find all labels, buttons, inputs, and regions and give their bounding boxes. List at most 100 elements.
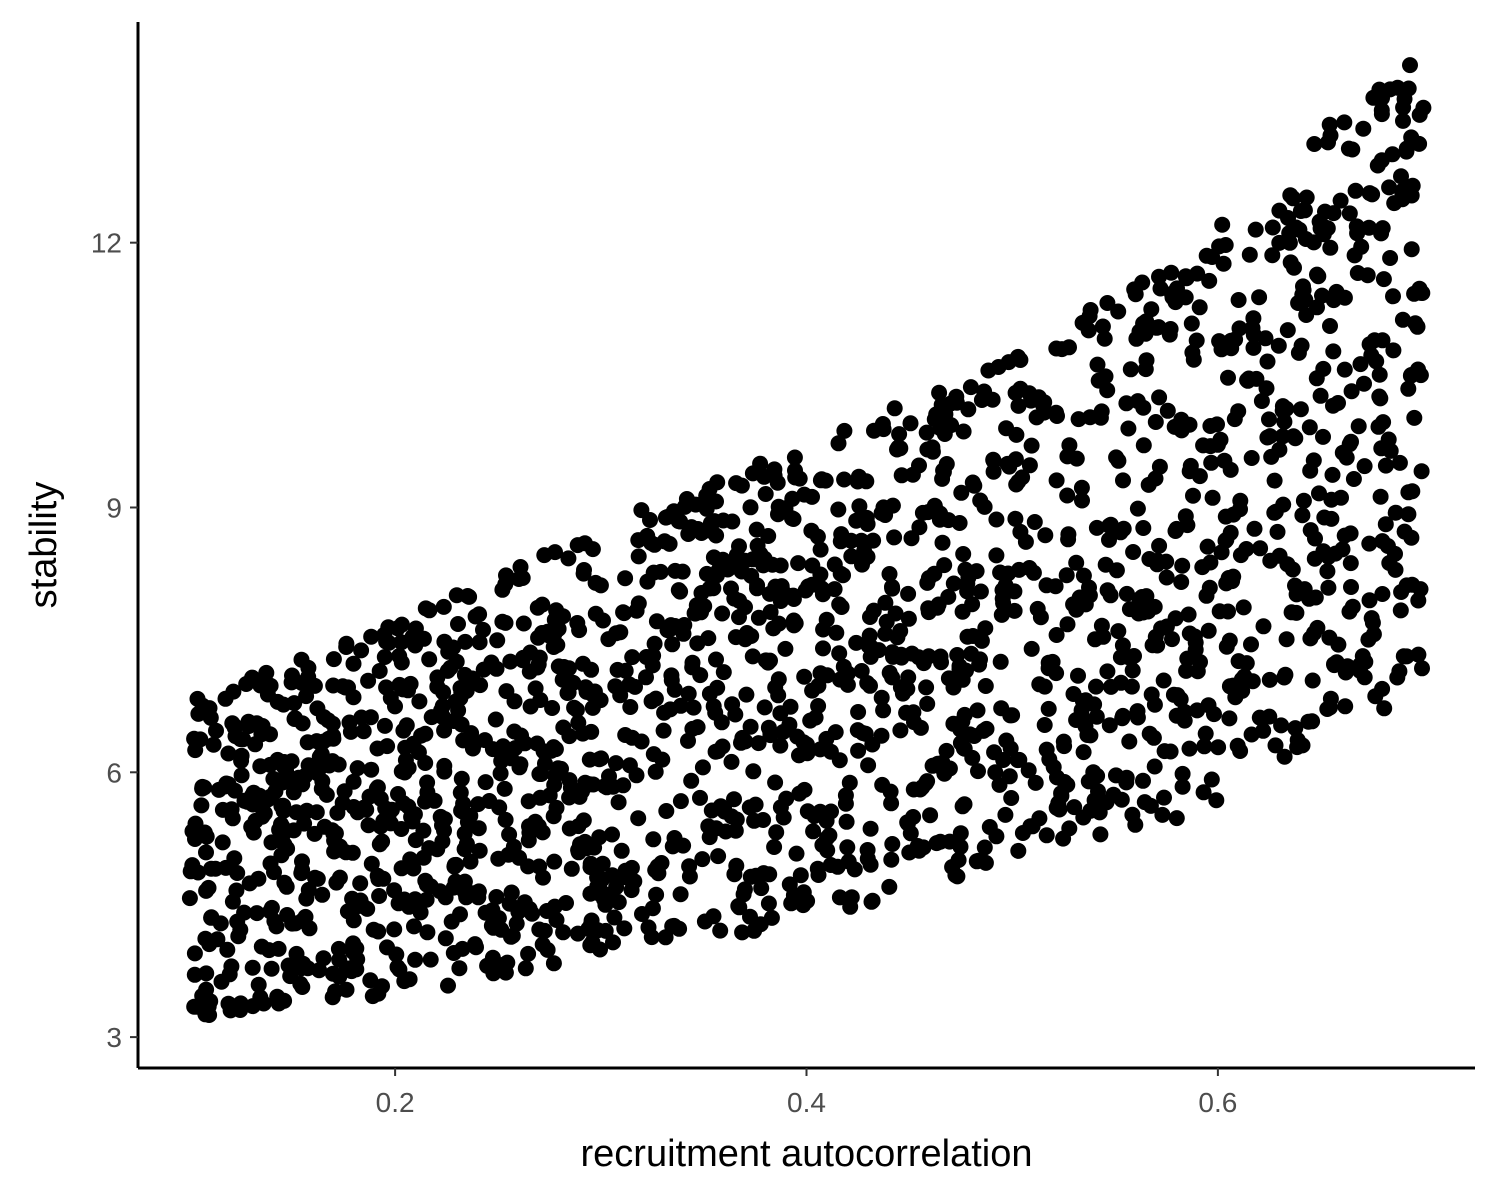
scatter-point — [1225, 506, 1242, 523]
scatter-point — [451, 960, 468, 977]
scatter-point — [1211, 333, 1228, 350]
scatter-point — [380, 619, 397, 636]
scatter-point — [418, 891, 435, 908]
scatter-point — [1191, 299, 1208, 316]
scatter-point — [1235, 599, 1252, 616]
scatter-point — [836, 422, 853, 439]
scatter-point — [658, 803, 675, 819]
scatter-point — [1073, 479, 1090, 496]
scatter-point — [1387, 504, 1404, 521]
scatter-point — [1230, 292, 1247, 308]
scatter-point — [1095, 628, 1112, 645]
scatter-point — [1245, 339, 1262, 356]
scatter-point — [325, 651, 342, 668]
scatter-point — [787, 462, 803, 479]
scatter-point — [520, 832, 537, 849]
scatter-point — [1077, 692, 1094, 709]
scatter-point — [752, 455, 769, 472]
scatter-point — [954, 671, 971, 688]
scatter-point — [1174, 778, 1191, 795]
scatter-point — [1003, 790, 1020, 806]
scatter-point — [353, 642, 370, 659]
scatter-point — [918, 679, 935, 696]
scatter-point — [772, 737, 789, 754]
scatter-point — [448, 587, 465, 604]
scatter-point — [193, 797, 210, 814]
scatter-point — [1017, 533, 1034, 550]
scatter-point — [1198, 247, 1215, 264]
scatter-point — [1164, 631, 1180, 648]
scatter-point — [626, 873, 643, 890]
scatter-point — [749, 537, 766, 554]
scatter-point — [186, 945, 203, 962]
scatter-point — [298, 890, 315, 907]
scatter-point — [859, 675, 876, 691]
scatter-point — [404, 813, 421, 830]
scatter-point — [723, 808, 740, 825]
scatter-point — [1022, 818, 1039, 835]
scatter-point — [1342, 555, 1359, 572]
scatter-point — [841, 774, 858, 791]
scatter-point — [693, 604, 709, 621]
scatter-point — [900, 610, 917, 627]
scatter-point — [1352, 656, 1369, 673]
scatter-point — [1411, 135, 1428, 152]
scatter-point — [378, 633, 395, 650]
scatter-point — [468, 939, 484, 956]
scatter-point — [859, 842, 876, 858]
scatter-point — [252, 758, 269, 775]
scatter-point — [263, 834, 280, 851]
scatter-point — [1316, 509, 1333, 526]
scatter-point — [1211, 603, 1228, 620]
scatter-point — [881, 566, 898, 582]
scatter-point — [1008, 426, 1025, 443]
scatter-point — [643, 693, 660, 710]
scatter-point — [1261, 671, 1278, 688]
scatter-point — [849, 722, 866, 739]
scatter-point — [955, 546, 972, 562]
scatter-point — [1252, 540, 1269, 557]
scatter-point — [1393, 168, 1409, 185]
scatter-point — [1118, 585, 1135, 602]
scatter-point — [624, 729, 641, 746]
scatter-point — [1103, 678, 1119, 695]
scatter-point — [575, 655, 591, 672]
scatter-point — [1135, 772, 1151, 789]
scatter-point — [1075, 744, 1092, 761]
scatter-point — [731, 538, 747, 555]
scatter-point — [1049, 408, 1065, 424]
scatter-point — [624, 649, 641, 666]
scatter-point — [789, 728, 806, 745]
scatter-point — [1176, 712, 1193, 729]
scatter-point — [1007, 510, 1024, 527]
scatter-point — [325, 965, 341, 982]
scatter-point — [1321, 699, 1338, 716]
scatter-point — [746, 812, 763, 829]
scatter-point — [489, 632, 506, 649]
scatter-point — [708, 567, 725, 584]
scatter-point — [345, 912, 362, 929]
scatter-point — [775, 724, 792, 740]
scatter-point — [488, 889, 505, 905]
scatter-point — [417, 755, 434, 771]
scatter-point — [1096, 330, 1113, 347]
scatter-point — [1353, 238, 1370, 255]
scatter-point — [445, 639, 462, 656]
scatter-point — [628, 767, 645, 784]
scatter-point — [522, 644, 539, 661]
scatter-point — [918, 424, 935, 441]
scatter-point — [1325, 205, 1342, 222]
scatter-point — [1068, 554, 1085, 571]
scatter-point — [607, 678, 624, 695]
scatter-point — [1403, 367, 1420, 383]
scatter-point — [255, 995, 272, 1012]
scatter-point — [922, 807, 939, 824]
scatter-point — [1293, 337, 1310, 354]
scatter-point — [952, 716, 969, 733]
scatter-point — [795, 897, 812, 914]
scatter-point — [568, 701, 585, 718]
scatter-point — [546, 853, 563, 870]
scatter-point — [877, 625, 894, 642]
scatter-point — [1273, 717, 1290, 734]
scatter-point — [664, 918, 681, 935]
